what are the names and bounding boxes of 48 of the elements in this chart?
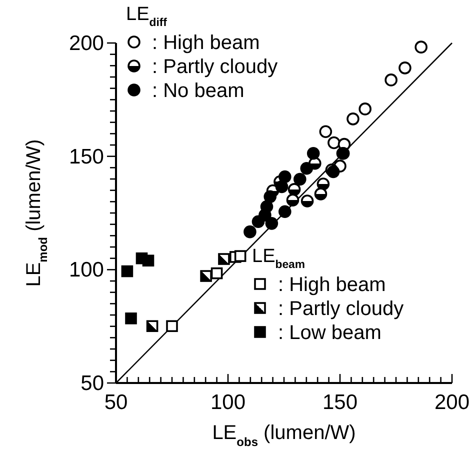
legend-label: : Partly cloudy bbox=[152, 56, 278, 78]
point bbox=[218, 253, 230, 265]
point bbox=[398, 62, 412, 74]
x-tick-label: 50 bbox=[104, 391, 128, 414]
y-tick-label: 200 bbox=[68, 32, 104, 55]
point bbox=[286, 194, 300, 206]
x-tick-label: 150 bbox=[322, 391, 358, 414]
y-tick-label: 100 bbox=[68, 258, 104, 282]
x-axis-title: LE$_{obs}$ (lumen/W) bbox=[212, 422, 356, 449]
point bbox=[252, 215, 265, 228]
point bbox=[314, 188, 328, 200]
point bbox=[316, 178, 330, 190]
point bbox=[306, 146, 320, 160]
legend-label: : No beam bbox=[152, 80, 244, 102]
point bbox=[328, 136, 340, 150]
x-tick-label: 100 bbox=[210, 391, 246, 414]
legend-label: : Partly cloudy bbox=[278, 298, 404, 320]
point bbox=[414, 40, 428, 54]
annotation: LE$_{beam}$ bbox=[252, 246, 306, 271]
text: LE$_{diff}$ bbox=[126, 4, 168, 29]
point bbox=[234, 250, 246, 262]
point bbox=[346, 112, 360, 126]
point bbox=[384, 74, 398, 86]
point bbox=[142, 254, 154, 266]
point bbox=[275, 180, 288, 194]
point bbox=[265, 217, 278, 230]
point bbox=[264, 190, 277, 204]
point bbox=[278, 205, 292, 218]
point bbox=[125, 312, 137, 324]
y-tick-label: 50 bbox=[80, 372, 104, 395]
point bbox=[294, 172, 306, 186]
y-tick-label: 150 bbox=[68, 145, 104, 168]
point bbox=[358, 102, 372, 116]
legend-label: : High beam bbox=[278, 274, 386, 296]
point bbox=[300, 162, 314, 175]
point bbox=[200, 270, 212, 282]
point bbox=[319, 125, 332, 138]
point bbox=[278, 170, 292, 184]
point bbox=[300, 194, 314, 208]
point bbox=[121, 265, 134, 278]
legend-label: : Low beam bbox=[278, 322, 382, 344]
point bbox=[210, 267, 223, 280]
point bbox=[166, 320, 178, 332]
point bbox=[288, 183, 301, 196]
legend-label: : High beam bbox=[152, 32, 260, 54]
x-tick-label: 200 bbox=[434, 391, 470, 414]
point bbox=[146, 320, 158, 332]
point bbox=[244, 225, 256, 238]
